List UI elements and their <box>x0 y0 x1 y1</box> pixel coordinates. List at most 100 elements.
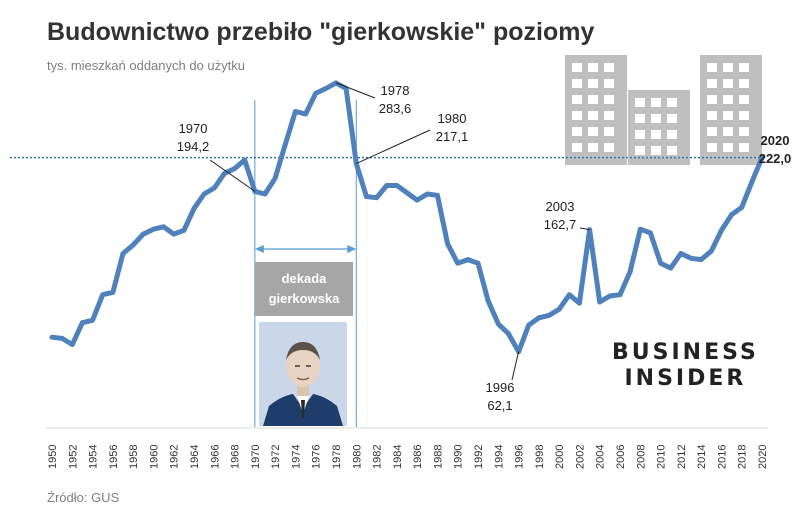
x-tick-label: 1954 <box>88 445 100 469</box>
building-window <box>588 127 598 136</box>
data-point <box>577 300 582 306</box>
data-point <box>222 171 227 176</box>
data-point <box>678 251 684 256</box>
data-point <box>151 226 156 232</box>
data-point <box>424 191 430 197</box>
building-window <box>651 130 661 139</box>
x-tick-label: 1966 <box>209 445 221 469</box>
building-window <box>667 114 677 123</box>
data-point <box>465 257 471 262</box>
annotation-year: 1996 <box>486 380 515 395</box>
data-point <box>566 292 572 298</box>
data-point <box>506 331 511 336</box>
data-point <box>455 260 461 266</box>
annotation-leader <box>511 351 520 381</box>
decade-label-line1: dekada <box>281 271 327 286</box>
building-window <box>707 79 717 88</box>
x-tick-label: 1996 <box>514 445 526 469</box>
building-window <box>739 127 749 136</box>
building-window <box>667 98 677 107</box>
data-point <box>556 306 562 312</box>
data-point <box>272 175 278 181</box>
data-point <box>485 298 491 304</box>
x-tick-label: 1982 <box>372 445 384 469</box>
data-point <box>607 293 613 299</box>
data-point <box>211 185 217 191</box>
portrait-image <box>259 322 347 426</box>
building-window <box>635 98 645 107</box>
x-tick-label: 1992 <box>473 445 485 469</box>
data-point <box>242 157 248 163</box>
data-point <box>120 251 126 256</box>
annotation-leader <box>356 129 431 165</box>
data-point <box>648 230 653 236</box>
x-axis-ticks: 1950 1952 1954 1956 1958 1960 1962 1964 1966 1968… <box>47 445 769 469</box>
x-tick-label: 1960 <box>148 445 160 469</box>
data-point <box>262 191 268 197</box>
business-insider-logo: BUSINESS INSIDER <box>612 340 759 392</box>
data-point <box>49 334 55 340</box>
data-point <box>739 204 745 210</box>
data-point <box>698 257 704 262</box>
data-point <box>69 342 75 347</box>
building-window <box>723 127 733 136</box>
x-tick-label: 1970 <box>250 445 262 469</box>
x-tick-label: 1950 <box>47 445 59 469</box>
data-point <box>303 111 308 117</box>
building-window <box>635 114 645 123</box>
x-tick-label: 1988 <box>432 445 444 469</box>
annotation-year: 1978 <box>381 83 410 98</box>
source-note: Źródło: GUS <box>47 490 120 505</box>
building-window <box>635 146 645 155</box>
data-point <box>435 192 440 198</box>
data-point <box>384 183 390 188</box>
building-window <box>572 95 582 104</box>
building-window <box>723 111 733 120</box>
data-point <box>708 248 714 254</box>
building-window <box>572 127 582 136</box>
annotation-year: 2003 <box>546 199 575 214</box>
annotation-value: 217,1 <box>436 129 469 144</box>
data-point <box>495 321 501 327</box>
annotations: 1970 194,2 1978 283,6 1980 217,1 1996 62,1 2003 1… <box>177 82 791 413</box>
data-point <box>80 320 85 326</box>
logo-line2: INSIDER <box>624 366 747 391</box>
data-point <box>546 312 552 318</box>
annotation-value: 194,2 <box>177 139 210 154</box>
x-tick-label: 2020 <box>757 445 769 469</box>
annotation-value: 283,6 <box>379 101 412 116</box>
building-window <box>572 111 582 120</box>
x-tick-label: 1978 <box>331 445 343 469</box>
data-point <box>90 317 95 323</box>
building-window <box>572 143 582 152</box>
building-window <box>707 127 717 136</box>
data-point <box>232 166 237 171</box>
data-point <box>637 226 643 232</box>
x-tick-label: 1980 <box>351 445 363 469</box>
x-tick-label: 1956 <box>108 445 120 469</box>
building-window <box>588 79 598 88</box>
data-point <box>293 109 298 114</box>
building-window <box>588 63 598 72</box>
building-window <box>572 79 582 88</box>
data-point <box>668 265 674 271</box>
building-window <box>588 111 598 120</box>
x-tick-label: 1958 <box>128 445 140 469</box>
annotation-year: 1970 <box>179 121 208 136</box>
building-window <box>572 63 582 72</box>
data-point <box>110 289 116 295</box>
decade-arrow-left-head <box>254 245 264 253</box>
data-point <box>475 260 481 266</box>
data-point <box>201 191 207 197</box>
annotation-leader <box>335 82 376 99</box>
x-tick-label: 2008 <box>635 445 647 469</box>
building-window <box>739 63 749 72</box>
building-window <box>651 98 661 107</box>
data-point <box>313 90 319 96</box>
data-point <box>404 190 410 196</box>
building-window <box>651 146 661 155</box>
building-window <box>739 95 749 104</box>
building-window <box>667 146 677 155</box>
building-window <box>604 95 614 104</box>
